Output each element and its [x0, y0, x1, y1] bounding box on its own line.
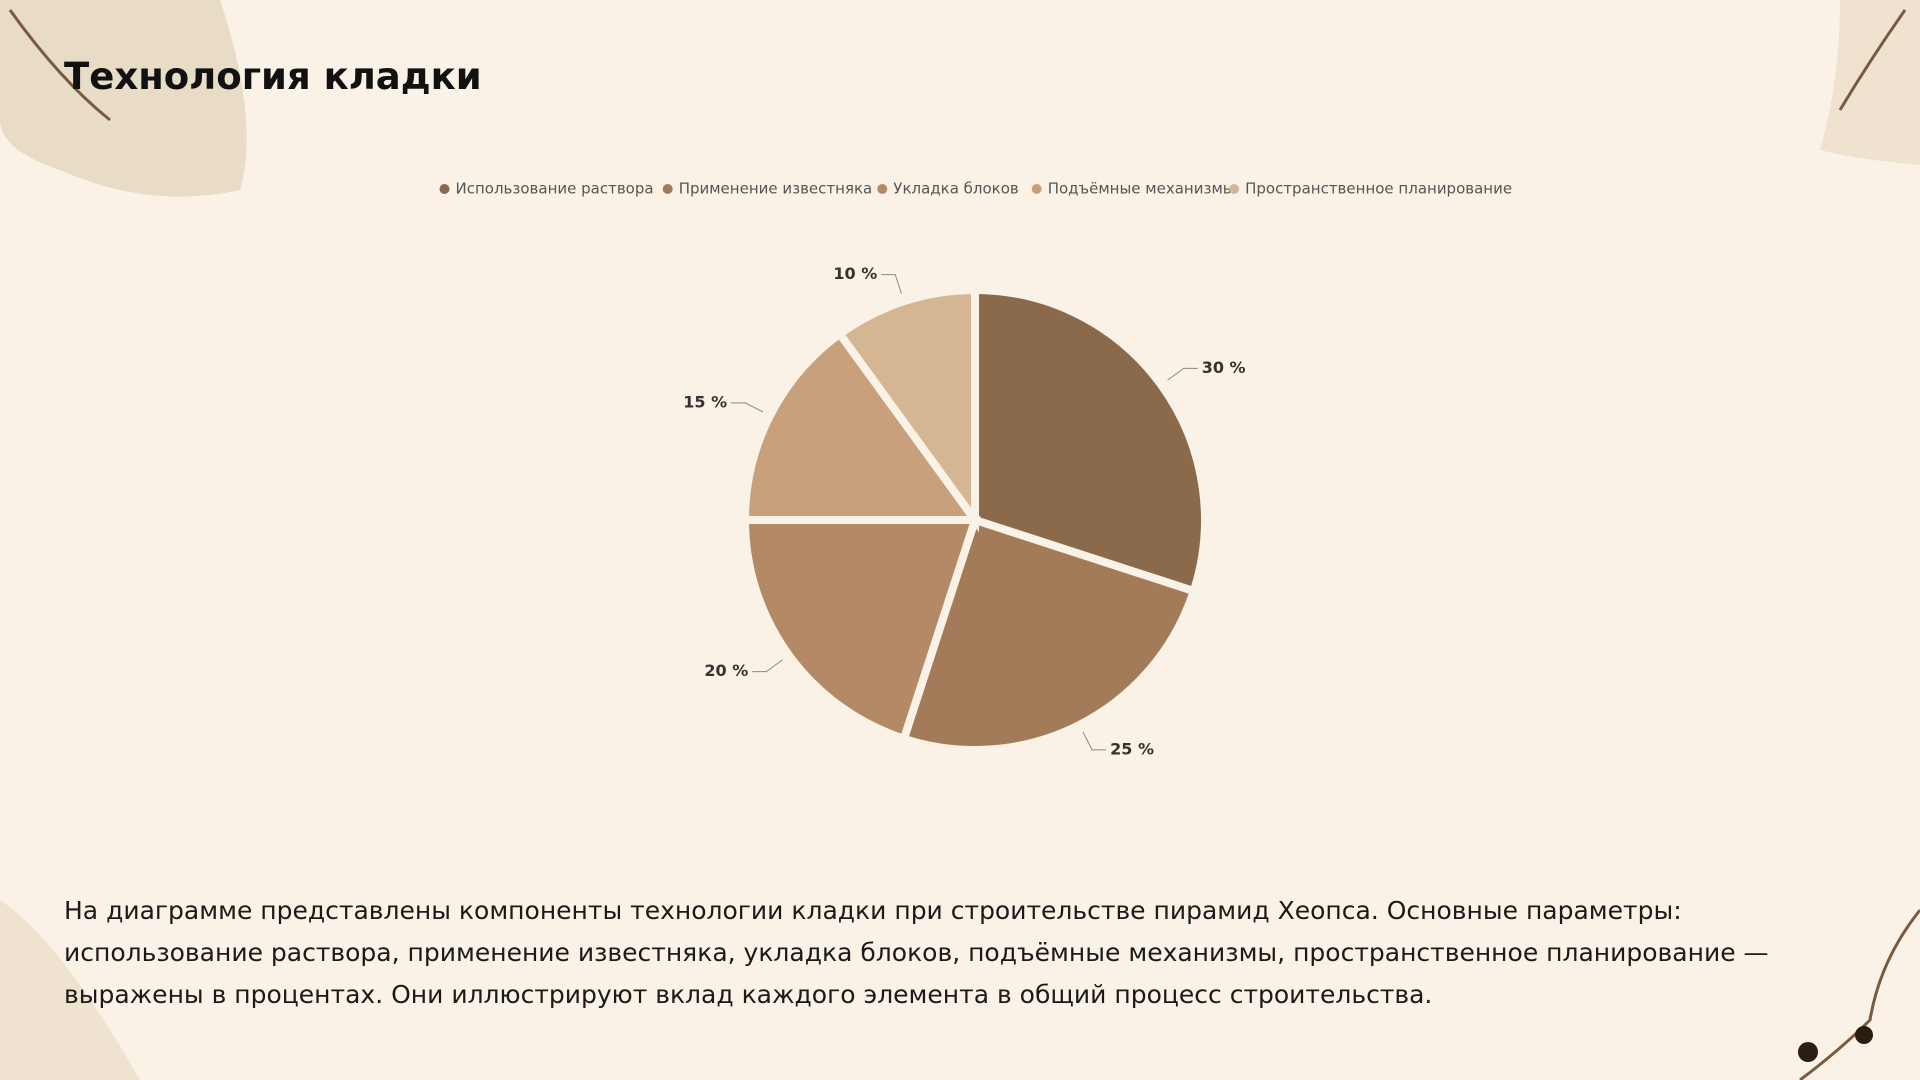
leaf-decor: [0, 0, 247, 197]
leaf-decor: [1820, 0, 1920, 165]
data-label: 25 %: [1110, 739, 1154, 758]
description: На диаграмме представлены компоненты тех…: [64, 896, 1769, 1009]
data-label: 10 %: [833, 264, 877, 283]
leader-line: [1082, 731, 1107, 751]
data-label: 20 %: [704, 661, 748, 680]
legend-label: Укладка блоков: [893, 180, 1018, 198]
chart-title: Технология кладки: [64, 55, 482, 98]
pie-slice: [740, 516, 981, 744]
leader-line: [881, 274, 902, 294]
legend-marker: [1229, 184, 1240, 194]
pie-slice: [898, 514, 1199, 754]
pie-slice: [740, 328, 983, 524]
branch-decor: [8, 9, 111, 122]
legend-marker: [1031, 184, 1042, 194]
data-label: 30 %: [1202, 358, 1246, 377]
legend-label: Применение известняка: [679, 180, 873, 198]
berry-decor: [1855, 1026, 1873, 1044]
legend-marker: [439, 184, 450, 194]
pie-slice: [971, 285, 1209, 597]
branch-decor: [1838, 9, 1907, 111]
leader-line: [752, 659, 783, 673]
leaf-decor: [0, 900, 140, 1080]
berry-decor: [1798, 1042, 1818, 1062]
legend-marker: [662, 184, 673, 194]
branch-decor: [1799, 909, 1920, 1080]
legend-marker: [877, 184, 888, 194]
pie-slice: [834, 285, 979, 533]
legend-label: Подъёмные механизмы: [1048, 180, 1235, 198]
leader-line: [731, 402, 764, 413]
legend-label: Пространственное планирование: [1245, 180, 1512, 198]
leader-line: [1167, 367, 1198, 381]
legend-label: Использование раствора: [456, 180, 654, 198]
data-label: 15 %: [683, 392, 727, 411]
